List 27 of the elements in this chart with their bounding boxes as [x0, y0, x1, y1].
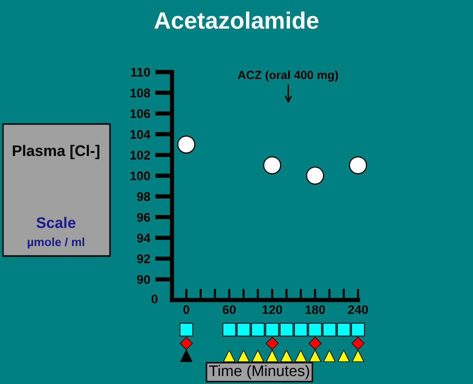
annotation: ACZ (oral 400 mg)	[238, 70, 338, 82]
point	[263, 156, 282, 174]
y-tick-label: 92	[137, 254, 150, 264]
point	[348, 156, 368, 174]
point	[306, 166, 324, 185]
y-tick-label: 96	[137, 212, 150, 222]
x-tick-label: 120	[262, 305, 282, 314]
y-tick-label: 106	[130, 109, 150, 118]
point	[177, 135, 196, 154]
x-tick-label: 60	[222, 305, 236, 314]
x-tick-label: 0	[183, 305, 190, 314]
x-tick-label: 180	[305, 305, 325, 314]
y-tick-label: 108	[130, 88, 150, 98]
x-axis-title: Time (Minutes)	[209, 364, 310, 380]
text: µmole / ml	[28, 237, 84, 249]
y-axis-title: Plasma [Cl-]	[12, 144, 100, 160]
text: Scale	[36, 216, 76, 228]
y-tick-label: 90	[137, 275, 150, 284]
chart-title: Acetazolamide	[154, 12, 318, 29]
y-tick-label: 100	[130, 171, 150, 180]
y-tick-label: 94	[137, 234, 150, 242]
y-tick-label: 98	[137, 192, 150, 202]
y-tick-label: 102	[130, 150, 150, 160]
text: 0	[152, 294, 158, 304]
y-tick-label: 110	[131, 68, 150, 77]
y-tick-label: 104	[130, 130, 150, 139]
x-tick-label: 240	[348, 305, 368, 314]
